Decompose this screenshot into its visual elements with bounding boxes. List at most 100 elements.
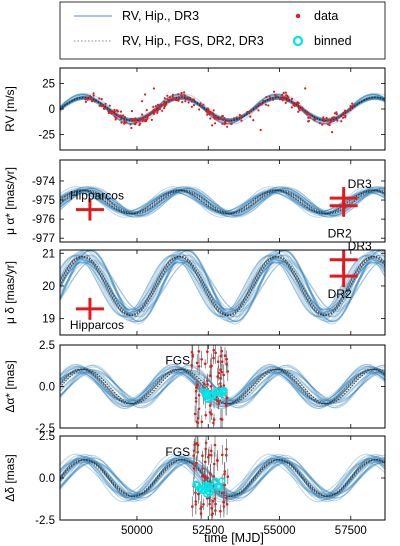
panel-1: Hipparcos DR3 DR2 -974 -975 -976 -977 μ α* [mas…	[3, 159, 386, 245]
fgs-data-point	[195, 461, 198, 465]
rv-data-point	[344, 109, 347, 112]
rv-data-point	[306, 112, 309, 115]
model-draw	[60, 254, 385, 318]
fgs-data-point	[206, 383, 209, 386]
rv-data-point	[240, 115, 243, 118]
rv-data-point	[314, 117, 317, 121]
rv-data-point	[199, 102, 202, 105]
rv-data-point	[221, 122, 224, 125]
annotation-dr2: DR2	[328, 226, 352, 240]
fgs-data-point	[200, 420, 204, 424]
rv-data-point	[116, 110, 120, 113]
rv-data-point	[267, 104, 270, 107]
fgs-data-point	[213, 497, 217, 501]
binned-point	[193, 481, 201, 489]
rv-data-point	[341, 113, 344, 116]
rv-data-point	[206, 113, 209, 116]
rv-data-point	[274, 94, 277, 97]
rv-data-point	[92, 92, 95, 95]
model-draw	[60, 364, 385, 409]
rv-data-point	[120, 121, 123, 124]
rv-data-point	[268, 99, 271, 102]
rv-data-point	[284, 91, 287, 94]
rv-data-point	[119, 118, 123, 121]
model-draw	[60, 250, 385, 323]
rv-outlier-point	[331, 131, 334, 134]
fgs-data-point	[216, 399, 220, 403]
annotation-fgs: FGS	[165, 354, 190, 368]
binned-point	[218, 477, 226, 485]
fgs-data-point	[197, 492, 200, 496]
model-draw	[60, 191, 385, 213]
rv-data-point	[215, 117, 218, 120]
rv-data-point	[307, 119, 310, 122]
rv-data-point	[336, 119, 339, 122]
rv-data-point	[309, 113, 312, 116]
model-draw-dotted	[60, 368, 385, 405]
fgs-data-point	[196, 421, 200, 425]
rv-data-point	[168, 100, 171, 103]
fgs-data-point	[211, 499, 215, 503]
legend-label-4: binned	[314, 34, 352, 48]
rv-data-point	[102, 105, 105, 108]
model-draw-dotted	[60, 458, 385, 498]
rv-data-point	[187, 101, 190, 104]
fgs-data-point	[192, 454, 196, 457]
rv-data-point	[226, 125, 229, 128]
rv-data-point	[166, 94, 169, 97]
fgs-data-point	[197, 350, 201, 353]
rv-data-point	[163, 100, 166, 103]
fgs-data-point	[196, 383, 199, 387]
fgs-data-point	[212, 418, 216, 422]
rv-data-point	[250, 109, 253, 112]
rv-data-point	[230, 122, 233, 126]
fgs-data-point	[210, 413, 213, 416]
rv-data-point	[206, 110, 209, 113]
fgs-data-point	[223, 354, 227, 358]
model-draw	[60, 371, 385, 402]
rv-data-point	[98, 97, 101, 100]
fgs-data-point	[203, 362, 207, 366]
x-axis-label: time [MJD]	[204, 531, 264, 545]
rv-data-point	[332, 119, 335, 122]
model-draw	[60, 259, 385, 313]
rv-data-point	[349, 108, 352, 112]
model-draw	[60, 456, 385, 500]
fgs-data-point	[220, 349, 223, 353]
rv-data-point	[110, 112, 113, 115]
fgs-data-point	[213, 443, 217, 447]
rv-outlier-point	[211, 124, 214, 127]
fgs-data-point	[197, 407, 201, 411]
rv-data-point	[138, 117, 141, 120]
rv-data-point	[300, 106, 303, 109]
rv-data-point	[260, 103, 263, 106]
panel-2: Hipparcos DR3 DR2 21 20 19 μ δ [mas/yr]	[3, 239, 386, 336]
y-axis-label-1: μ α* [mas/yr]	[3, 167, 17, 235]
rv-data-point	[113, 108, 116, 112]
model-draw	[60, 254, 385, 318]
model-draw	[60, 371, 385, 402]
fgs-data-point	[226, 475, 230, 478]
model-draw	[60, 254, 385, 318]
rv-data-point	[163, 97, 166, 100]
fgs-data-point	[219, 509, 222, 513]
x-tick-label: 57500	[335, 525, 367, 537]
fgs-data-point	[219, 417, 223, 421]
rv-data-point	[138, 123, 141, 127]
fgs-data-point	[206, 350, 209, 354]
rv-data-point	[184, 97, 188, 101]
fgs-data-point	[197, 394, 201, 397]
rv-data-point	[318, 122, 321, 125]
fgs-data-point	[222, 373, 225, 377]
fgs-data-point	[192, 467, 196, 470]
rv-data-point	[337, 116, 340, 119]
rv-data-point	[146, 114, 149, 117]
rv-data-point	[149, 113, 152, 116]
rv-data-point	[210, 111, 213, 115]
fgs-data-point	[219, 368, 222, 372]
rv-data-point	[169, 98, 172, 101]
fgs-data-point	[190, 364, 193, 367]
fgs-data-point	[208, 374, 212, 378]
rv-data-point	[183, 94, 187, 98]
